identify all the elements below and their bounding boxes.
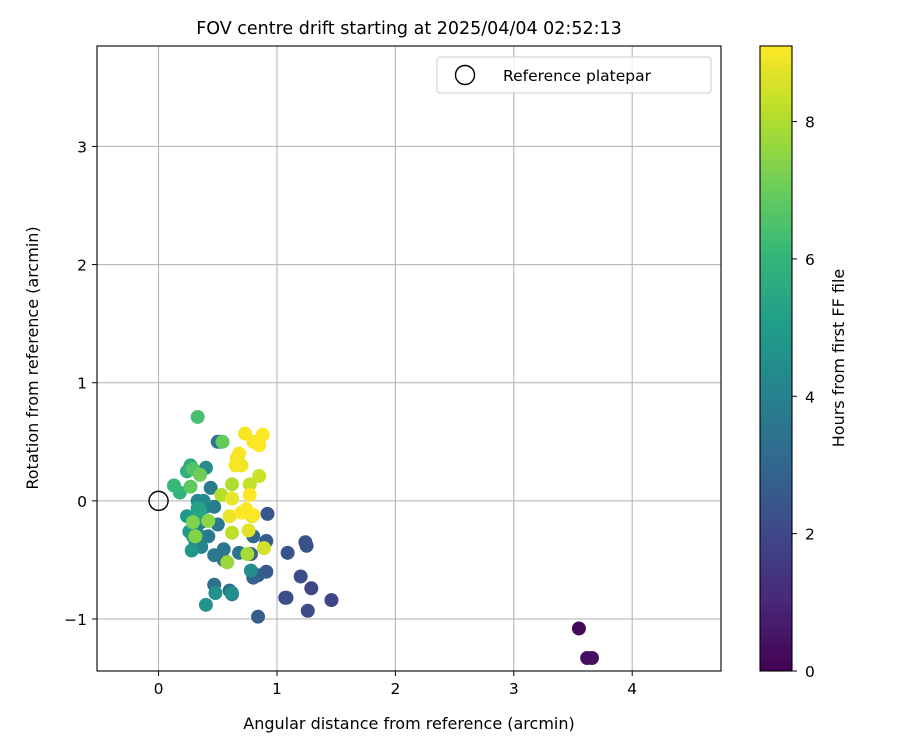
legend-box: [436, 56, 712, 94]
scatter-points: [166, 409, 599, 666]
data-point: [203, 480, 218, 495]
legend: Reference platepar: [436, 56, 712, 94]
data-point: [246, 508, 261, 523]
colorbar-tick-label: 4: [805, 388, 815, 406]
data-point: [207, 499, 222, 514]
y-tick-label: 1: [77, 375, 87, 393]
data-point: [224, 491, 239, 506]
colorbar: [759, 45, 793, 672]
colorbar-ticks: 0 2 4 6 8: [792, 114, 815, 681]
data-point: [243, 563, 258, 578]
data-point: [571, 621, 586, 636]
data-point: [293, 569, 308, 584]
colorbar-tick-label: 2: [805, 526, 815, 544]
data-point: [584, 651, 599, 666]
x-axis-ticks: 0 1 2 3 4: [154, 671, 637, 698]
x-tick-label: 2: [390, 680, 400, 698]
data-point: [256, 541, 271, 556]
data-point: [324, 593, 339, 608]
data-point: [304, 581, 319, 596]
plot-frame: [96, 45, 722, 672]
data-point: [185, 515, 200, 530]
data-point: [280, 545, 295, 560]
data-point: [208, 586, 223, 601]
data-point: [279, 590, 294, 605]
data-point: [198, 597, 213, 612]
data-point: [251, 609, 266, 624]
y-tick-label: 0: [77, 493, 87, 511]
data-point: [215, 434, 230, 449]
legend-reference-marker: [454, 64, 476, 86]
data-point: [242, 487, 257, 502]
data-point: [214, 487, 229, 502]
data-point: [193, 467, 208, 482]
x-tick-label: 4: [627, 680, 637, 698]
data-point: [207, 548, 222, 563]
y-tick-label: 3: [77, 138, 87, 156]
data-point: [252, 438, 267, 453]
data-point: [220, 555, 235, 570]
y-tick-label: −1: [64, 611, 87, 629]
x-axis-label: Angular distance from reference (arcmin): [243, 714, 574, 733]
legend-label: Reference platepar: [503, 67, 652, 85]
data-point: [255, 427, 270, 442]
data-point: [252, 469, 267, 484]
data-point: [224, 477, 239, 492]
data-point: [228, 458, 243, 473]
chart-title: FOV centre drift starting at 2025/04/04 …: [196, 19, 622, 39]
y-axis-ticks: −1 0 1 2 3: [64, 138, 97, 629]
data-point: [224, 586, 239, 601]
data-point: [183, 479, 198, 494]
data-point: [201, 513, 216, 528]
data-point: [300, 603, 315, 618]
y-tick-label: 2: [77, 257, 87, 275]
data-point: [188, 529, 203, 544]
data-point: [241, 523, 256, 538]
data-point: [184, 543, 199, 558]
colorbar-label: Hours from first FF file: [829, 269, 848, 448]
x-tick-label: 0: [154, 680, 164, 698]
data-point: [260, 506, 275, 521]
data-point: [232, 446, 247, 461]
data-point: [299, 538, 314, 553]
data-point: [240, 547, 255, 562]
grid-lines: [97, 46, 721, 671]
data-point: [166, 478, 181, 493]
reference-platepar-marker: [148, 490, 169, 512]
data-point: [222, 509, 237, 524]
data-point: [242, 477, 257, 492]
data-point: [190, 409, 205, 424]
x-tick-label: 1: [272, 680, 282, 698]
data-point: [201, 529, 216, 544]
colorbar-tick-label: 8: [805, 114, 815, 132]
colorbar-tick-label: 0: [805, 663, 815, 681]
data-point: [224, 525, 239, 540]
colorbar-tick-label: 6: [805, 251, 815, 269]
x-tick-label: 3: [509, 680, 519, 698]
y-axis-label: Rotation from reference (arcmin): [23, 226, 42, 489]
